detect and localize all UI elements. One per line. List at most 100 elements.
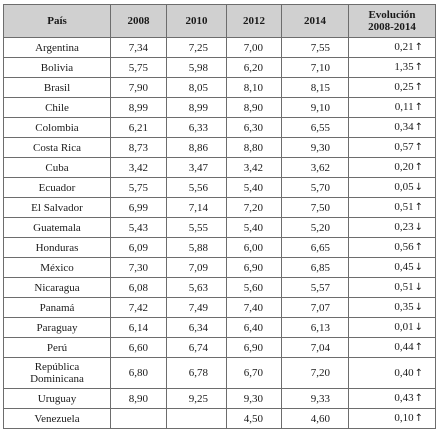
value-2014-cell: 4,60 — [281, 408, 349, 429]
evolution-cell: 0,01↓ — [348, 317, 436, 338]
value-2008-cell: 7,42 — [110, 297, 167, 318]
value-2010-cell: 6,74 — [166, 337, 227, 358]
value-2012-cell: 5,40 — [226, 177, 282, 198]
country-cell: Panamá — [3, 297, 111, 318]
table-row: México 7,30 7,09 6,90 6,85 0,45↓ — [3, 257, 436, 278]
value-2014-cell: 9,10 — [281, 97, 349, 118]
table-row: Brasil 7,90 8,05 8,10 8,15 0,25↑ — [3, 77, 436, 98]
data-table-container: País 2008 2010 2012 2014 Evolución 2008-… — [3, 4, 436, 429]
evolution-value: 0,20 — [394, 161, 414, 173]
evolution-value: 0,35 — [394, 301, 414, 313]
value-2014-cell: 7,04 — [281, 337, 349, 358]
header-2012: 2012 — [226, 4, 282, 38]
header-2014: 2014 — [281, 4, 349, 38]
value-2012-cell: 7,20 — [226, 197, 282, 218]
country-cell: Bolivia — [3, 57, 111, 78]
country-cell: Guatemala — [3, 217, 111, 238]
value-2010-cell: 9,25 — [166, 388, 227, 409]
evolution-cell: 0,56↑ — [348, 237, 436, 258]
evolution-value: 0,01 — [394, 321, 414, 333]
evolution-value: 1,35 — [394, 61, 414, 73]
value-2014-cell: 3,62 — [281, 157, 349, 178]
value-2014-cell: 7,20 — [281, 357, 349, 389]
arrow-up-icon: ↑ — [414, 202, 423, 213]
table-row: República Dominicana 6,80 6,78 6,70 7,20 0,40… — [3, 357, 436, 389]
value-2014-cell: 6,85 — [281, 257, 349, 278]
value-2012-cell: 6,40 — [226, 317, 282, 338]
value-2014-cell: 5,57 — [281, 277, 349, 298]
value-2012-cell: 6,20 — [226, 57, 282, 78]
value-2008-cell: 7,90 — [110, 77, 167, 98]
header-2010: 2010 — [166, 4, 227, 38]
arrow-up-icon: ↑ — [414, 42, 423, 53]
value-2012-cell: 5,60 — [226, 277, 282, 298]
value-2012-cell: 8,80 — [226, 137, 282, 158]
value-2008-cell: 7,34 — [110, 37, 167, 58]
country-cell: Colombia — [3, 117, 111, 138]
table-row: Colombia 6,21 6,33 6,30 6,55 0,34↑ — [3, 117, 436, 138]
value-2008-cell: 6,08 — [110, 277, 167, 298]
evolution-cell: 0,10↑ — [348, 408, 436, 429]
header-row: País 2008 2010 2012 2014 Evolución 2008-… — [3, 4, 436, 38]
evolution-cell: 0,23↓ — [348, 217, 436, 238]
table-row: Uruguay 8,90 9,25 9,30 9,33 0,43↑ — [3, 388, 436, 409]
table-body: Argentina 7,34 7,25 7,00 7,55 0,21↑ Bolivia 5,7… — [3, 37, 436, 429]
country-cell: Argentina — [3, 37, 111, 58]
value-2008-cell: 6,99 — [110, 197, 167, 218]
evolution-value: 0,34 — [394, 121, 414, 133]
header-2008: 2008 — [110, 4, 167, 38]
value-2012-cell: 7,40 — [226, 297, 282, 318]
evolution-value: 0,57 — [394, 141, 414, 153]
arrow-up-icon: ↑ — [414, 122, 423, 133]
arrow-up-icon: ↑ — [414, 142, 423, 153]
evolution-cell: 0,34↑ — [348, 117, 436, 138]
evolution-cell: 0,21↑ — [348, 37, 436, 58]
value-2010-cell: 8,99 — [166, 97, 227, 118]
value-2008-cell: 5,75 — [110, 177, 167, 198]
evolution-value: 0,43 — [394, 392, 414, 404]
value-2010-cell: 8,05 — [166, 77, 227, 98]
evolution-value: 0,56 — [394, 241, 414, 253]
evolution-value: 0,51 — [394, 281, 414, 293]
evolution-cell: 1,35↑ — [348, 57, 436, 78]
value-2012-cell: 5,40 — [226, 217, 282, 238]
table-row: Chile 8,99 8,99 8,90 9,10 0,11↑ — [3, 97, 436, 118]
arrow-up-icon: ↑ — [414, 367, 423, 379]
value-2008-cell: 5,43 — [110, 217, 167, 238]
country-cell: México — [3, 257, 111, 278]
evolution-cell: 0,51↑ — [348, 197, 436, 218]
evolution-value: 0,11 — [394, 101, 414, 113]
header-evolution: Evolución 2008-2014 — [348, 4, 436, 38]
evolution-cell: 0,20↑ — [348, 157, 436, 178]
arrow-up-icon: ↑ — [414, 413, 423, 424]
value-2008-cell: 6,21 — [110, 117, 167, 138]
value-2010-cell: 5,63 — [166, 277, 227, 298]
value-2010-cell — [166, 408, 227, 429]
evolution-value: 0,10 — [394, 412, 414, 424]
table-row: Guatemala 5,43 5,55 5,40 5,20 0,23↓ — [3, 217, 436, 238]
arrow-down-icon: ↓ — [414, 262, 423, 273]
value-2012-cell: 6,90 — [226, 257, 282, 278]
value-2014-cell: 7,50 — [281, 197, 349, 218]
evolution-value: 0,45 — [394, 261, 414, 273]
evolution-cell: 0,51↓ — [348, 277, 436, 298]
table-row: Panamá 7,42 7,49 7,40 7,07 0,35↓ — [3, 297, 436, 318]
evolution-cell: 0,40↑ — [348, 357, 436, 389]
value-2010-cell: 3,47 — [166, 157, 227, 178]
evolution-cell: 0,45↓ — [348, 257, 436, 278]
value-2010-cell: 7,14 — [166, 197, 227, 218]
value-2012-cell: 9,30 — [226, 388, 282, 409]
table-row: El Salvador 6,99 7,14 7,20 7,50 0,51↑ — [3, 197, 436, 218]
arrow-up-icon: ↑ — [414, 102, 423, 113]
value-2008-cell: 8,99 — [110, 97, 167, 118]
arrow-down-icon: ↓ — [414, 302, 423, 313]
value-2012-cell: 3,42 — [226, 157, 282, 178]
evolution-cell: 0,57↑ — [348, 137, 436, 158]
evolution-value: 0,21 — [394, 41, 414, 53]
value-2010-cell: 5,55 — [166, 217, 227, 238]
arrow-down-icon: ↓ — [414, 182, 423, 193]
table-row: Perú 6,60 6,74 6,90 7,04 0,44↑ — [3, 337, 436, 358]
value-2014-cell: 6,55 — [281, 117, 349, 138]
country-cell: Venezuela — [3, 408, 111, 429]
country-cell: Nicaragua — [3, 277, 111, 298]
